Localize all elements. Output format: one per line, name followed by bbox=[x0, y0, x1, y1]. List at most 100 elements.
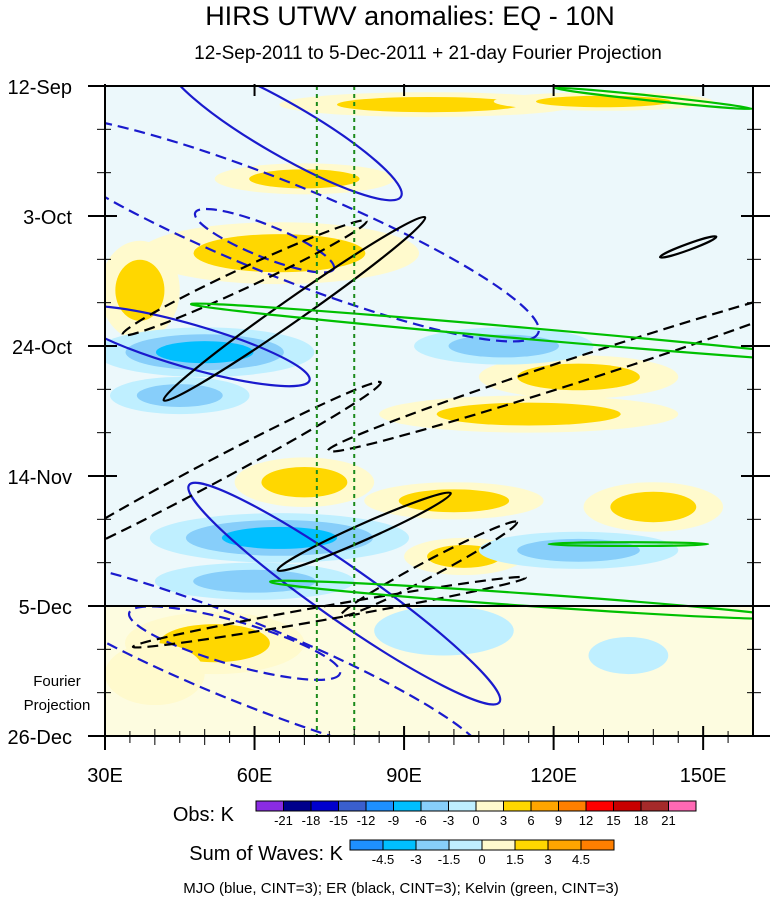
colorbar-swatch bbox=[475, 800, 504, 812]
colorbar-swatch bbox=[547, 839, 582, 851]
colorbar-level-label: 15 bbox=[606, 813, 620, 828]
y-tick-label: 14-Nov bbox=[8, 467, 72, 489]
colorbar-swatch bbox=[349, 839, 384, 851]
anomaly-level bbox=[115, 259, 165, 321]
colorbar-level-label: 3 bbox=[544, 852, 551, 867]
colorbar-level-label: 18 bbox=[634, 813, 648, 828]
obs-colorbar-label: Obs: K bbox=[173, 804, 235, 826]
anomaly-level bbox=[193, 569, 316, 593]
anomaly-level bbox=[193, 234, 366, 273]
chart-title: HIRS UTWV anomalies: EQ - 10N bbox=[205, 1, 615, 31]
er-contour bbox=[276, 491, 452, 573]
colorbar-swatch bbox=[530, 800, 559, 812]
colorbar-level-label: 0 bbox=[478, 852, 485, 867]
y-axis-labels: 12-Sep 3-Oct 24-Oct 14-Nov 5-Dec 26-Dec bbox=[8, 77, 73, 749]
colorbar-swatch bbox=[580, 839, 615, 851]
anomaly-blob bbox=[588, 636, 669, 675]
waves-colorbar: Sum of Waves: K -4.5 -3 -1.5 0 1.5 3 4.5 bbox=[189, 839, 615, 867]
colorbar-swatch bbox=[338, 800, 367, 812]
anomaly-level bbox=[517, 538, 640, 562]
chart-subtitle: 12-Sep-2011 to 5-Dec-2011 + 21-day Fouri… bbox=[194, 43, 662, 64]
contour-legend: MJO (blue, CINT=3); ER (black, CINT=3); … bbox=[183, 880, 619, 897]
colorbar-level-label: 0 bbox=[472, 813, 479, 828]
mjo-contour bbox=[166, 86, 403, 202]
anomaly-blob bbox=[374, 606, 514, 656]
mjo-contour bbox=[187, 481, 502, 706]
y-tick-label: 24-Oct bbox=[12, 337, 72, 359]
x-axis-labels: 30E 60E 90E 120E 150E bbox=[87, 765, 726, 787]
colorbar-swatch bbox=[514, 839, 549, 851]
er-contour bbox=[339, 520, 519, 618]
anomaly-level bbox=[105, 643, 205, 706]
colorbar-level-label: -9 bbox=[388, 813, 400, 828]
mjo-contour bbox=[105, 114, 540, 343]
anomaly-blob bbox=[214, 163, 395, 195]
x-tick-label: 120E bbox=[530, 765, 577, 787]
colorbar-swatch bbox=[448, 839, 483, 851]
anomaly-level bbox=[436, 402, 621, 426]
colorbar-level-label: 21 bbox=[661, 813, 675, 828]
plot-area bbox=[88, 84, 770, 750]
anomaly-level bbox=[336, 96, 522, 113]
anomaly-blob bbox=[478, 531, 679, 569]
colorbar-swatch bbox=[558, 800, 587, 812]
colorbar-level-label: -21 bbox=[274, 813, 293, 828]
x-tick-label: 90E bbox=[386, 765, 422, 787]
y-tick-label: 12-Sep bbox=[8, 77, 73, 99]
anomaly-field bbox=[105, 92, 753, 736]
colorbar-swatch bbox=[481, 839, 516, 851]
mjo-contour bbox=[105, 304, 311, 388]
er-contour bbox=[326, 276, 753, 453]
anomaly-level bbox=[610, 491, 697, 523]
anomaly-blob bbox=[105, 240, 180, 340]
er-contour bbox=[658, 235, 718, 259]
anomaly-blob bbox=[414, 327, 594, 365]
er-contour bbox=[121, 219, 368, 337]
anomaly-level bbox=[398, 489, 510, 513]
x-tick-label: 60E bbox=[237, 765, 273, 787]
anomaly-blob bbox=[234, 457, 375, 507]
colorbar-swatch bbox=[613, 800, 642, 812]
colorbar-level-label: -3 bbox=[410, 852, 422, 867]
y-tick-label: 26-Dec bbox=[8, 727, 72, 749]
colorbar-level-label: 9 bbox=[555, 813, 562, 828]
x-tick-label: 30E bbox=[87, 765, 123, 787]
anomaly-level bbox=[374, 606, 514, 656]
colorbar-level-label: -1.5 bbox=[438, 852, 460, 867]
anomaly-blob bbox=[105, 643, 205, 706]
anomaly-level bbox=[517, 363, 640, 391]
colorbar-swatch bbox=[283, 800, 312, 812]
x-tick-label: 150E bbox=[680, 765, 727, 787]
colorbar-swatch bbox=[365, 800, 394, 812]
projection-label-line-1: Fourier bbox=[33, 673, 81, 690]
colorbar-swatch bbox=[415, 839, 450, 851]
colorbar-level-label: -4.5 bbox=[372, 852, 394, 867]
colorbar-level-label: -18 bbox=[302, 813, 321, 828]
waves-colorbar-label: Sum of Waves: K bbox=[189, 843, 343, 865]
colorbar-swatch bbox=[255, 800, 284, 812]
y-tick-label: 3-Oct bbox=[23, 207, 72, 229]
kelvin-contour bbox=[189, 302, 753, 365]
colorbar-level-label: 4.5 bbox=[572, 852, 590, 867]
colorbar-level-label: 1.5 bbox=[506, 852, 524, 867]
anomaly-level bbox=[588, 636, 669, 675]
anomaly-blob bbox=[379, 395, 679, 433]
y-tick-label: 5-Dec bbox=[19, 597, 72, 619]
anomaly-blob bbox=[154, 562, 355, 600]
projection-label-line-2: Projection bbox=[24, 697, 91, 714]
anomaly-level bbox=[221, 526, 338, 549]
colorbar-swatch bbox=[503, 800, 532, 812]
anomaly-blob bbox=[364, 482, 544, 520]
colorbar-level-label: -12 bbox=[357, 813, 376, 828]
colorbar-level-label: -6 bbox=[415, 813, 427, 828]
anomaly-blob bbox=[583, 482, 724, 532]
anomaly-level bbox=[261, 466, 348, 498]
kelvin-contour bbox=[547, 541, 710, 548]
axis-ticks bbox=[88, 84, 770, 750]
colorbar-level-label: -3 bbox=[443, 813, 455, 828]
colorbar-swatch bbox=[420, 800, 449, 812]
er-contour bbox=[105, 380, 382, 572]
obs-colorbar: Obs: K -21 -18 -15 -12 -9 -6 -3 0 3 6 9 12 15 18 21 bbox=[173, 800, 697, 828]
colorbar-swatch bbox=[393, 800, 422, 812]
colorbar-level-label: 6 bbox=[527, 813, 534, 828]
